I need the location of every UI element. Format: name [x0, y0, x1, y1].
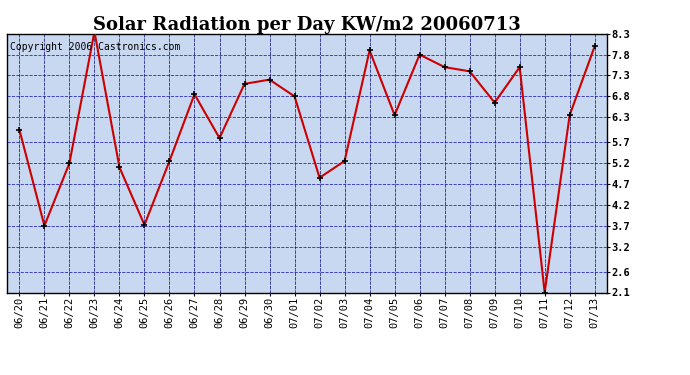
- Text: Copyright 2006 Castronics.com: Copyright 2006 Castronics.com: [10, 42, 180, 51]
- Title: Solar Radiation per Day KW/m2 20060713: Solar Radiation per Day KW/m2 20060713: [93, 16, 521, 34]
